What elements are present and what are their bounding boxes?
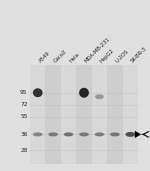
Text: MDA-MB-231: MDA-MB-231	[84, 36, 111, 64]
Text: 55: 55	[20, 114, 28, 119]
Ellipse shape	[48, 132, 58, 136]
Polygon shape	[135, 131, 141, 138]
Ellipse shape	[110, 132, 120, 136]
Text: 28: 28	[20, 148, 28, 153]
Bar	[123, 65, 138, 164]
Ellipse shape	[33, 88, 43, 97]
Ellipse shape	[94, 132, 104, 136]
Text: HepG2: HepG2	[99, 48, 116, 64]
Text: Caco2: Caco2	[53, 49, 68, 64]
Ellipse shape	[79, 132, 89, 136]
Bar	[107, 65, 123, 164]
Ellipse shape	[95, 94, 104, 99]
Ellipse shape	[79, 88, 89, 98]
Ellipse shape	[64, 132, 74, 136]
Text: SK-BR-3: SK-BR-3	[130, 46, 148, 64]
Text: A549: A549	[38, 50, 51, 64]
Bar	[76, 65, 92, 164]
Text: U-2OS: U-2OS	[115, 49, 130, 64]
Bar	[92, 65, 107, 164]
Text: 72: 72	[20, 102, 28, 107]
Ellipse shape	[33, 132, 43, 136]
Text: 95: 95	[20, 90, 28, 95]
Bar	[45, 65, 61, 164]
Bar	[61, 65, 76, 164]
Ellipse shape	[125, 132, 135, 137]
Text: Hela: Hela	[69, 52, 81, 64]
Text: 36: 36	[20, 132, 28, 137]
Bar	[30, 65, 45, 164]
